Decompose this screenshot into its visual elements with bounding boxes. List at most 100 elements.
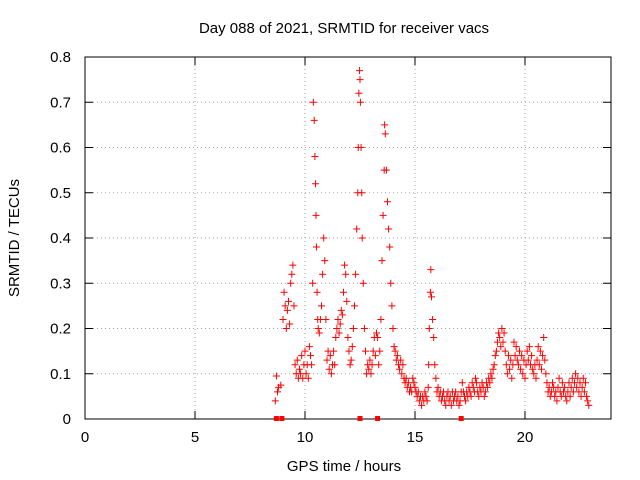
data-point: [349, 325, 357, 332]
data-point: [284, 297, 292, 305]
y-tick-label: 0.6: [50, 140, 71, 157]
data-point: [519, 370, 527, 378]
data-point: [523, 347, 531, 355]
data-point: [490, 361, 498, 369]
data-point: [553, 397, 561, 405]
data-point: [498, 325, 506, 332]
data-point: [537, 365, 545, 373]
data-point: [309, 279, 317, 287]
data-point: [503, 370, 511, 378]
data-point: [352, 270, 360, 278]
data-point: [409, 374, 417, 382]
data-point: [426, 288, 434, 296]
data-point: [293, 356, 301, 364]
data-point: [334, 315, 342, 323]
data-point: [377, 315, 385, 323]
data-point: [540, 334, 548, 342]
data-point: [356, 98, 364, 106]
data-point: [421, 388, 429, 396]
data-point: [533, 356, 541, 364]
data-point: [288, 270, 296, 278]
data-point: [308, 361, 316, 369]
data-point: [579, 374, 587, 382]
data-point: [385, 225, 393, 233]
data-point: [430, 334, 438, 342]
data-point: [322, 315, 330, 323]
data-point: [491, 352, 499, 360]
data-point: [515, 347, 523, 355]
data-point: [525, 343, 533, 351]
data-point: [425, 361, 433, 369]
y-tick-label: 0.4: [50, 230, 71, 247]
data-point: [517, 365, 525, 373]
grid-lines: [85, 57, 611, 419]
data-point: [499, 338, 507, 346]
data-point: [355, 89, 363, 97]
data-point: [532, 374, 540, 382]
data-point: [339, 288, 347, 296]
data-point: [518, 352, 526, 360]
data-point: [372, 329, 380, 337]
data-point: [379, 211, 387, 219]
data-point: [279, 315, 287, 323]
data-point: [368, 361, 376, 369]
data-point: [458, 379, 466, 387]
data-point: [427, 266, 435, 274]
data-point: [287, 279, 295, 287]
data-point: [396, 365, 404, 373]
data-point: [301, 347, 309, 355]
data-point: [578, 383, 586, 391]
data-point: [353, 225, 361, 233]
data-point: [481, 388, 489, 396]
data-point: [366, 356, 374, 364]
data-point: [530, 370, 538, 378]
data-point: [510, 338, 518, 346]
data-point: [534, 343, 542, 351]
data-point: [356, 67, 364, 75]
y-tick-label: 0.1: [50, 366, 71, 383]
y-tick-label: 0.8: [50, 49, 71, 66]
data-point: [345, 347, 353, 355]
data-point: [471, 374, 479, 382]
y-tick-label: 0.7: [50, 94, 71, 111]
data-point: [488, 374, 496, 382]
data-point: [432, 374, 440, 382]
chart-title: Day 088 of 2021, SRMTID for receiver vac…: [199, 20, 489, 37]
data-point: [305, 343, 313, 351]
data-point: [424, 383, 432, 391]
data-point: [376, 347, 384, 355]
data-point: [315, 329, 323, 337]
y-tick-label: 0: [63, 411, 71, 428]
data-point: [561, 383, 569, 391]
data-point: [492, 347, 500, 355]
data-point: [381, 121, 389, 129]
data-point: [585, 401, 593, 409]
data-point: [431, 361, 439, 369]
y-tick-label: 0.2: [50, 321, 71, 338]
data-point: [467, 392, 475, 400]
data-point: [286, 320, 294, 328]
data-point: [359, 279, 367, 287]
data-point: [348, 343, 356, 351]
data-point: [496, 334, 504, 342]
data-point: [462, 397, 470, 405]
data-point: [325, 365, 333, 373]
data-point: [311, 153, 319, 161]
data-point: [312, 243, 320, 251]
data-point: [273, 388, 281, 396]
data-point: [272, 372, 280, 380]
data-point: [280, 288, 288, 296]
data-point: [312, 180, 320, 188]
data-point: [484, 383, 492, 391]
data-point: [295, 365, 303, 373]
data-point: [346, 361, 354, 369]
data-point: [357, 144, 365, 151]
data-point: [319, 270, 327, 278]
data-point: [336, 320, 344, 328]
data-point: [411, 383, 419, 391]
data-point: [337, 306, 345, 314]
data-point: [282, 325, 290, 332]
data-point: [402, 374, 410, 382]
data-point: [554, 383, 562, 391]
data-point: [529, 365, 537, 373]
